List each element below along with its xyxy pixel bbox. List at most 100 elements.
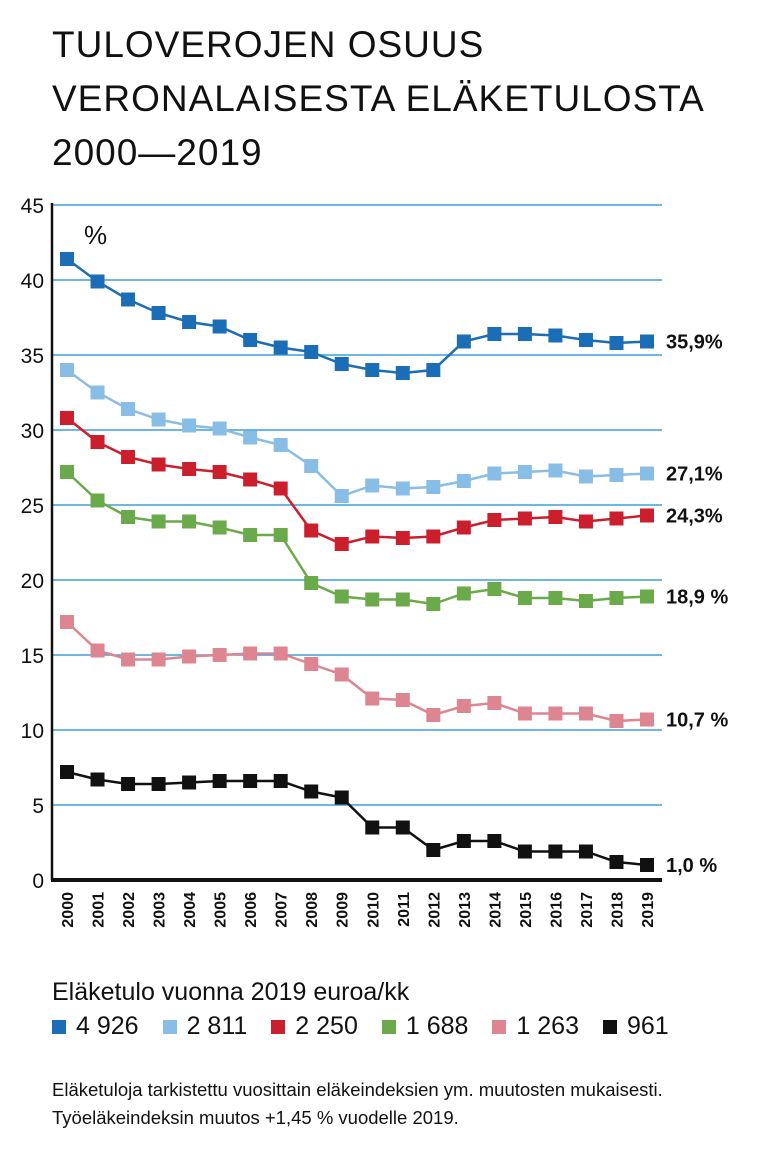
y-tick-label: 40 bbox=[21, 270, 44, 293]
end-value-label: 24,3% bbox=[666, 506, 723, 528]
x-tick-label: 2009 bbox=[335, 892, 352, 928]
data-point bbox=[90, 385, 105, 400]
x-tick-label: 2002 bbox=[121, 892, 138, 928]
data-point bbox=[273, 481, 288, 496]
data-point bbox=[182, 315, 197, 329]
data-point bbox=[212, 520, 227, 535]
chart-title-line-2: VERONALAISESTA ELÄKETULOSTA bbox=[52, 78, 705, 119]
chart-title-line-1: TULOVEROJEN OSUUS bbox=[52, 24, 485, 65]
data-point bbox=[640, 589, 654, 604]
data-point bbox=[578, 333, 593, 347]
data-point bbox=[182, 462, 197, 476]
data-point bbox=[304, 784, 319, 799]
legend-title: Eläketulo vuonna 2019 euroa/kk bbox=[52, 978, 410, 1006]
legend-label: 2 250 bbox=[295, 1012, 358, 1040]
data-point bbox=[304, 657, 319, 671]
data-point bbox=[517, 706, 532, 721]
data-point bbox=[212, 774, 227, 788]
end-value-label: 35,9% bbox=[666, 332, 723, 354]
data-point bbox=[395, 481, 410, 496]
data-point bbox=[365, 691, 380, 706]
data-point bbox=[121, 402, 136, 416]
data-point bbox=[456, 520, 471, 535]
x-tick-label: 2019 bbox=[640, 892, 657, 928]
legend-swatch bbox=[381, 1019, 396, 1034]
data-point bbox=[426, 480, 441, 494]
data-point bbox=[426, 529, 441, 544]
data-point bbox=[426, 843, 441, 857]
data-point bbox=[609, 591, 624, 605]
x-tick-label: 2013 bbox=[457, 892, 474, 928]
data-point bbox=[243, 774, 258, 788]
data-point bbox=[60, 252, 74, 266]
x-tick-label: 2001 bbox=[91, 892, 108, 928]
legend-item: 1 688 bbox=[381, 1012, 469, 1041]
data-point bbox=[365, 529, 380, 544]
data-point bbox=[517, 465, 532, 479]
data-point bbox=[334, 589, 349, 604]
y-tick-label: 15 bbox=[21, 645, 44, 668]
legend-label: 4 926 bbox=[76, 1012, 139, 1040]
data-point bbox=[121, 450, 136, 464]
data-point bbox=[243, 528, 258, 542]
data-point bbox=[395, 693, 410, 707]
legend-item: 961 bbox=[602, 1012, 669, 1041]
data-point bbox=[426, 597, 441, 611]
x-tick-label: 2007 bbox=[274, 892, 291, 928]
x-tick-label: 2011 bbox=[396, 892, 413, 927]
y-tick-label: 20 bbox=[21, 570, 44, 593]
chart-title-line-3: 2000—2019 bbox=[52, 132, 263, 173]
y-tick-label: 25 bbox=[21, 495, 44, 518]
x-tick-label: 2006 bbox=[243, 892, 260, 928]
data-point bbox=[334, 790, 349, 805]
end-value-label: 27,1% bbox=[666, 464, 723, 486]
data-point bbox=[182, 649, 197, 664]
data-point bbox=[334, 537, 349, 551]
data-point bbox=[151, 777, 166, 791]
x-tick-label: 2005 bbox=[213, 892, 230, 928]
data-point bbox=[304, 345, 319, 359]
data-point bbox=[90, 772, 105, 787]
data-point bbox=[456, 334, 471, 349]
x-tick-label: 2004 bbox=[182, 892, 199, 928]
legend-item: 2 811 bbox=[162, 1012, 247, 1041]
data-point bbox=[640, 334, 654, 349]
data-point bbox=[90, 435, 105, 449]
data-point bbox=[121, 510, 136, 524]
data-point bbox=[395, 531, 410, 545]
data-point bbox=[365, 363, 380, 377]
data-point bbox=[151, 457, 166, 472]
data-point bbox=[212, 648, 227, 662]
data-point bbox=[121, 652, 136, 667]
end-value-label: 10,7 % bbox=[666, 710, 728, 732]
data-point bbox=[395, 820, 410, 835]
data-point bbox=[487, 327, 502, 341]
data-point bbox=[548, 328, 563, 343]
legend-label: 1 688 bbox=[405, 1012, 469, 1040]
data-point bbox=[517, 511, 532, 526]
data-point bbox=[456, 699, 471, 713]
y-tick-label: 30 bbox=[21, 420, 44, 443]
data-point bbox=[182, 418, 197, 433]
data-point bbox=[273, 438, 288, 452]
data-point bbox=[426, 708, 441, 722]
footnote: Eläketuloja tarkistettu vuosittain eläke… bbox=[52, 1079, 663, 1128]
data-point bbox=[365, 820, 380, 835]
data-point bbox=[517, 591, 532, 605]
data-point bbox=[121, 292, 136, 307]
data-point bbox=[212, 319, 227, 334]
data-point bbox=[60, 465, 74, 479]
y-tick-label: 35 bbox=[21, 345, 44, 368]
data-point bbox=[212, 465, 227, 479]
data-point bbox=[60, 615, 74, 629]
data-point bbox=[609, 468, 624, 482]
data-point bbox=[548, 706, 563, 721]
data-point bbox=[304, 523, 319, 538]
data-point bbox=[243, 646, 258, 661]
data-point bbox=[487, 466, 502, 481]
data-point bbox=[578, 514, 593, 529]
data-point bbox=[640, 712, 654, 727]
data-point bbox=[395, 366, 410, 380]
data-point bbox=[487, 696, 502, 710]
series-line-5 bbox=[66, 621, 648, 723]
